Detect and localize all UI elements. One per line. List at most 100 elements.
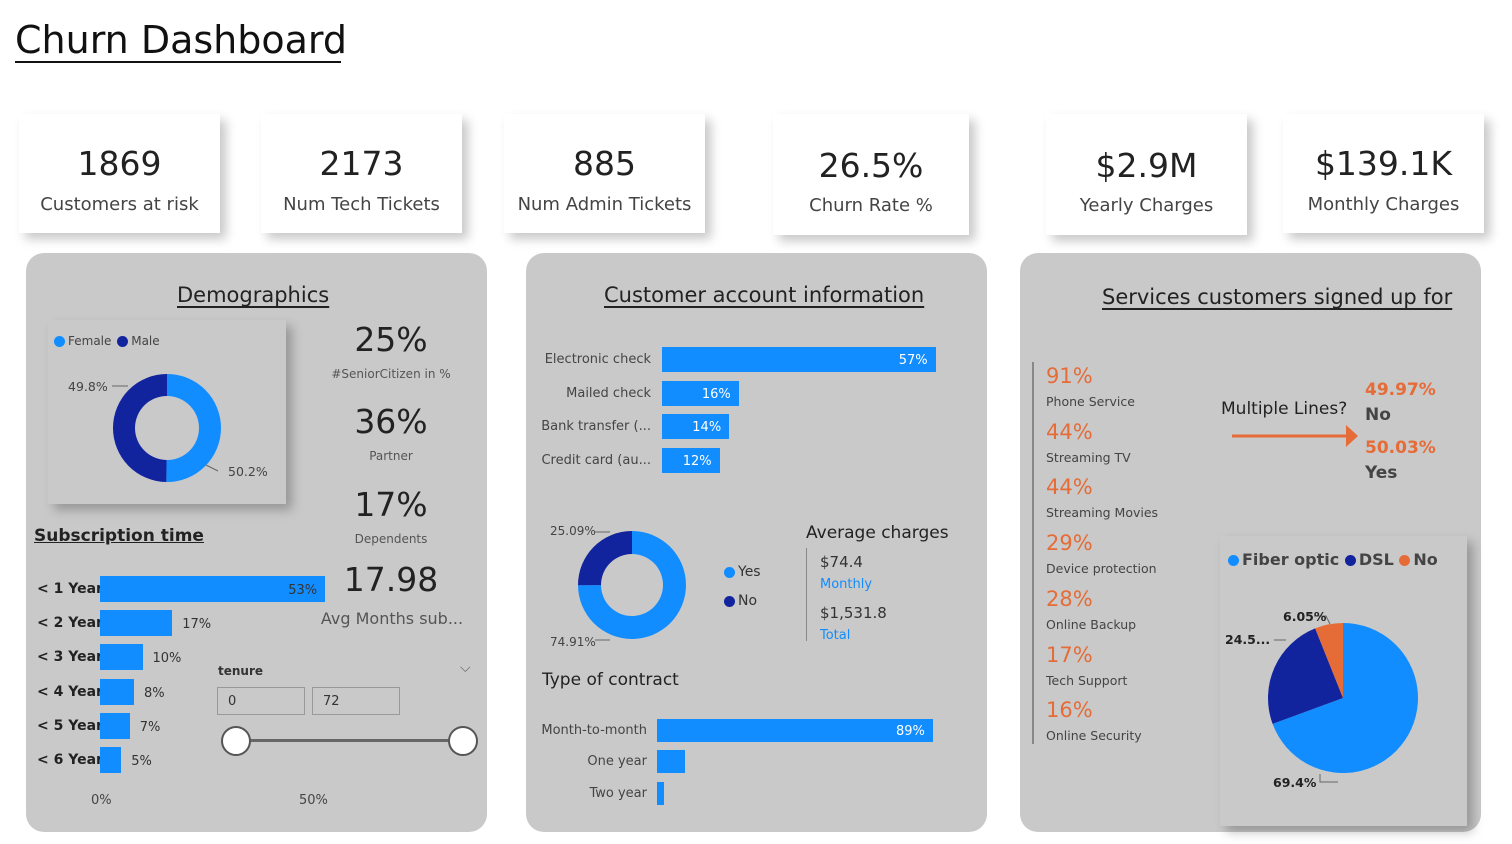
tenure-slider-min-handle[interactable]: [221, 726, 251, 756]
pie-slice-fiber-optic: [1272, 623, 1418, 773]
kpi-value: $2.9M: [1095, 146, 1198, 185]
demographics-title: Demographics: [177, 283, 330, 307]
chevron-down-icon[interactable]: ⌵: [460, 660, 471, 676]
female-legend-dot: [54, 336, 65, 347]
tenure-label: tenure: [218, 664, 264, 678]
no-internet-pct-label: 6.05%: [1283, 609, 1327, 624]
tenure-slider-track[interactable]: [235, 739, 463, 742]
multiple-lines-yes-pct: 50.03%: [1365, 438, 1436, 458]
contract-title: Type of contract: [542, 670, 679, 690]
senior-citizen-value: 25%: [354, 320, 428, 359]
tenure-min-input[interactable]: 0: [217, 687, 305, 715]
gender-donut-card[interactable]: Female Male 49.8% 50.2%: [48, 320, 286, 504]
avg-months-value: 17.98: [343, 560, 439, 599]
donut-slice-female: [166, 374, 222, 482]
service-label: Online Backup: [1046, 616, 1137, 632]
pie-slice-no-internet: [1315, 623, 1343, 698]
kpi-label: Churn Rate %: [809, 195, 933, 216]
service-percentage: 29%: [1046, 531, 1093, 556]
dependents-value: 17%: [354, 485, 428, 524]
churn-legend-no: No: [724, 593, 757, 609]
male-legend-dot: [117, 336, 129, 347]
partner-value: 36%: [354, 402, 428, 441]
kpi-card-customers-at-risk[interactable]: 1869 Customers at risk: [19, 114, 220, 233]
service-label: Phone Service: [1046, 394, 1135, 409]
bar-category-label: Two year: [589, 786, 647, 801]
subscription-bar[interactable]: [100, 644, 143, 670]
kpi-card-yearly-charges[interactable]: $2.9M Yearly Charges: [1046, 114, 1247, 235]
internet-pie-card[interactable]: Fiber optic DSL No 6.05% 24.5... 69.4%: [1220, 536, 1467, 826]
gender-legend: Female Male: [54, 334, 160, 348]
payment-bar[interactable]: [662, 448, 720, 473]
total-charge-label: Total: [820, 628, 851, 643]
legend-no-internet-label: No: [1413, 550, 1438, 569]
bar-data-label: 7%: [139, 720, 161, 735]
dsl-legend-dot: [1344, 555, 1356, 566]
legend-yes-label: Yes: [738, 564, 761, 580]
leader-line: [1319, 774, 1338, 783]
female-pct-label: 50.2%: [228, 464, 268, 479]
contract-bar[interactable]: [657, 782, 664, 805]
monthly-charge-label: Monthly: [820, 577, 873, 592]
kpi-card-churn-rate[interactable]: 26.5% Churn Rate %: [773, 114, 969, 235]
bar-data-label: 10%: [152, 651, 182, 666]
kpi-card-tech-tickets[interactable]: 2173 Num Tech Tickets: [261, 114, 462, 233]
leader-line: [1314, 615, 1331, 625]
kpi-value: 1869: [77, 144, 162, 183]
title-underline: [15, 61, 341, 63]
x-axis-tick: 0%: [91, 793, 112, 808]
contract-bar[interactable]: [657, 750, 685, 773]
legend-dsl-label: DSL: [1358, 550, 1394, 569]
dsl-pct-label: 24.5...: [1225, 632, 1271, 647]
payment-bar[interactable]: [662, 381, 739, 406]
bar-category-label: < 3 Year: [37, 649, 103, 665]
subscription-bar[interactable]: [100, 610, 173, 636]
churn-yes-pct-label: 74.91%: [550, 635, 596, 649]
bar-category-label: Electronic check: [544, 352, 651, 367]
legend-female-label: Female: [68, 334, 112, 348]
donut-slice-yes: [578, 531, 686, 639]
bar-category-label: Bank transfer (...: [541, 419, 651, 434]
legend-male-label: Male: [131, 334, 160, 348]
kpi-card-monthly-charges[interactable]: $139.1K Monthly Charges: [1283, 114, 1484, 233]
fiber-legend-dot: [1228, 555, 1239, 566]
no-internet-legend-dot: [1399, 555, 1411, 566]
kpi-card-admin-tickets[interactable]: 885 Num Admin Tickets: [504, 114, 705, 233]
service-percentage: 28%: [1046, 586, 1093, 611]
bar-data-label: 53%: [288, 583, 318, 598]
kpi-label: Num Tech Tickets: [283, 194, 440, 215]
tenure-max-input[interactable]: 72: [312, 687, 400, 715]
donut-slice-male: [112, 374, 167, 482]
payment-bar[interactable]: [662, 347, 936, 372]
yes-legend-dot: [724, 566, 735, 578]
tenure-slider-max-handle[interactable]: [448, 726, 478, 756]
senior-citizen-label: #SeniorCitizen in %: [331, 367, 451, 381]
service-percentage: 91%: [1046, 364, 1093, 388]
dashboard-title: Churn Dashboard: [15, 18, 347, 62]
bar-category-label: < 4 Year: [37, 684, 103, 700]
multiple-lines-no-pct: 49.97%: [1365, 380, 1436, 400]
bar-data-label: 16%: [701, 387, 731, 402]
payment-bar[interactable]: [662, 414, 730, 439]
subscription-bar[interactable]: [100, 679, 134, 705]
bar-category-label: < 5 Year: [37, 718, 103, 734]
subscription-bar[interactable]: [100, 713, 130, 739]
avg-months-label: Avg Months sub...: [320, 609, 464, 628]
contract-bar[interactable]: [657, 719, 933, 742]
leader-line: [205, 464, 219, 472]
churn-donut-chart: [578, 531, 686, 641]
kpi-value: 2173: [319, 144, 404, 183]
subscription-bar[interactable]: [100, 747, 122, 773]
bar-data-label: 5%: [131, 754, 152, 769]
bar-data-label: 17%: [182, 617, 212, 632]
gender-donut-chart: [112, 374, 222, 482]
avg-charges-title: Average charges: [806, 523, 949, 543]
donut-slice-no: [578, 531, 632, 586]
bar-category-label: < 6 Year: [37, 752, 103, 768]
bar-category-label: Month-to-month: [541, 723, 647, 738]
services-divider: [1032, 362, 1034, 744]
service-percentage: 44%: [1046, 419, 1093, 444]
subscription-bar[interactable]: [100, 576, 326, 602]
bar-data-label: 14%: [692, 420, 722, 435]
service-percentage: 17%: [1046, 642, 1093, 667]
